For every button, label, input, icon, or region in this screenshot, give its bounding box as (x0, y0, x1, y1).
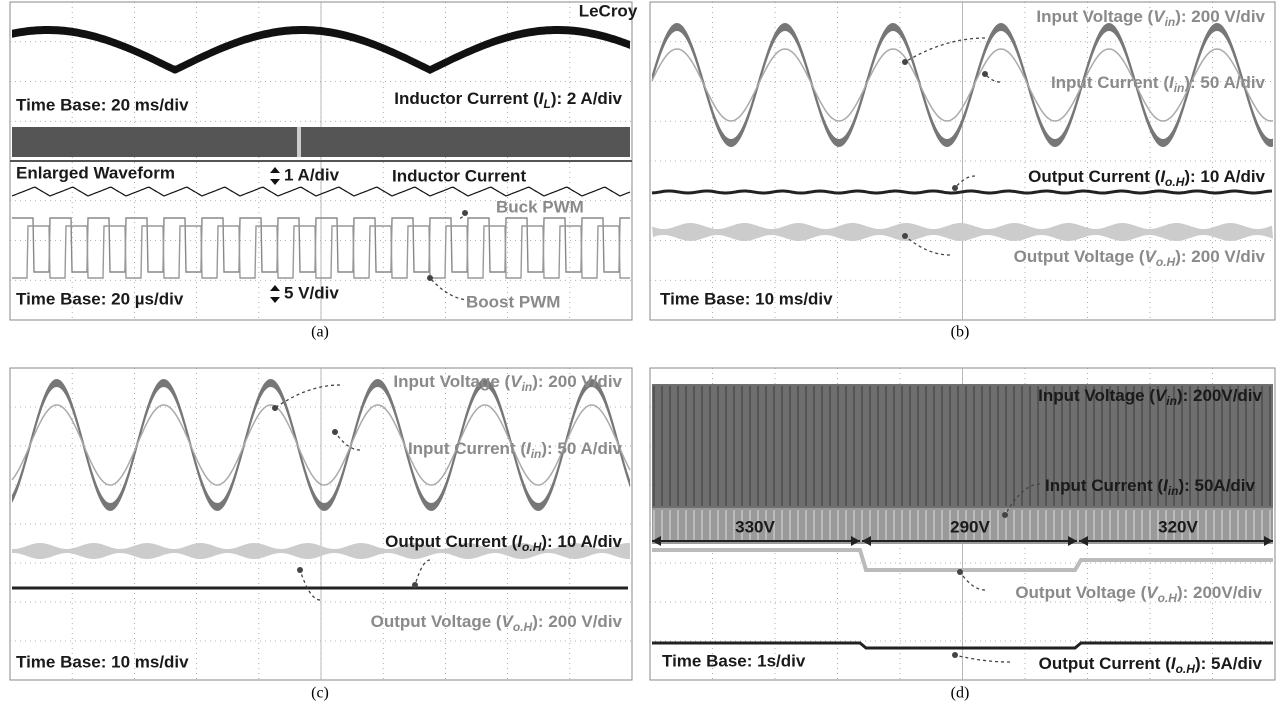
label-text: Output Current ( (1039, 654, 1172, 673)
waveform-label: Output Voltage (Vo.H): 200V/div (1015, 583, 1262, 605)
label-text: Input Current ( (408, 439, 526, 458)
label-text: Input Voltage ( (1036, 7, 1153, 26)
label-text: ): 200V/div (1177, 386, 1263, 405)
pointer-tip (332, 429, 338, 435)
label-text: ): 200 V/div (1175, 7, 1265, 26)
label-text: Input Voltage ( (393, 372, 510, 391)
label-text: ): 5A/div (1195, 654, 1263, 673)
pointer-tip (957, 569, 963, 575)
label-subscript: o.H (522, 540, 542, 554)
waveform-label: 5 V/div (284, 283, 339, 302)
label-text: Inductor Current ( (394, 89, 539, 108)
label-text: Input Current ( (1051, 73, 1169, 92)
label-text: Output Voltage ( (1015, 583, 1146, 602)
waveform-label: Input Voltage (Vin): 200 V/div (393, 372, 622, 394)
waveform-label: 1 A/div (284, 165, 340, 184)
waveform-label: Output Voltage (Vo.H): 200 V/div (371, 612, 623, 634)
label-text: ): 200V/div (1177, 583, 1263, 602)
waveform-label: Input Current (Iin): 50 A/div (1051, 73, 1266, 95)
waveform-label: 320V (1158, 517, 1198, 536)
label-text: Output Current ( (385, 532, 518, 551)
label-text: Output Current ( (1028, 167, 1161, 186)
label-subscript: o.H (1176, 662, 1196, 676)
waveform-label: Time Base: 20 ms/div (16, 95, 189, 114)
gate-bar (12, 127, 630, 157)
waveform-label: Time Base: 10 ms/div (660, 289, 833, 308)
waveform-label: Input Voltage (Vin): 200V/div (1038, 386, 1262, 408)
label-text: ): 10 A/div (541, 532, 622, 551)
label-subscript: o.H (513, 620, 533, 634)
waveform-label: Output Current (Io.H): 10 A/div (385, 532, 622, 554)
label-text: ): 10 A/div (1184, 167, 1265, 186)
waveform-label: Input Voltage (Vin): 200 V/div (1036, 7, 1265, 29)
label-text: ): 50 A/div (1184, 73, 1265, 92)
pointer-tip (952, 652, 958, 658)
pointer-tip (1002, 512, 1008, 518)
output-voltage (652, 223, 1273, 241)
waveform-label: Inductor Current (392, 166, 526, 185)
waveform-label: 330V (735, 517, 775, 536)
waveform-label: Boost PWM (466, 292, 560, 311)
waveform-label: Input Current (Iin): 50 A/div (408, 439, 623, 461)
label-subscript: o.H (1158, 591, 1178, 605)
label-text: ): 200 V/div (532, 612, 622, 631)
panel-caption: (d) (951, 685, 970, 702)
label-subscript: in (1174, 81, 1185, 95)
pointer-tip (297, 567, 303, 573)
waveform-label: Enlarged Waveform (16, 163, 175, 182)
label-text: ): 50 A/div (541, 439, 622, 458)
waveform-label: Time Base: 10 ms/div (16, 652, 189, 671)
figure: (a) LeCroy Time Base: 20 ms/div Inductor Cu… (0, 0, 1280, 711)
label-subscript: in (1166, 394, 1177, 408)
label-text: Output Voltage ( (371, 612, 502, 631)
pointer-tip (427, 275, 433, 281)
pointer-tip (902, 59, 908, 65)
waveform-label: Time Base: 20 µs/div (16, 289, 184, 308)
panel-caption: (c) (311, 685, 329, 702)
label-text: Input Current ( (1045, 476, 1163, 495)
label-text: Output Voltage ( (1014, 247, 1145, 266)
panel-caption: (a) (311, 324, 329, 341)
waveform-label: Inductor Current (IL): 2 A/div (394, 89, 622, 111)
pointer-tip (952, 185, 958, 191)
pointer-tip (272, 405, 278, 411)
pointer-tip (982, 71, 988, 77)
waveform-label: Buck PWM (496, 197, 584, 216)
label-subscript: o.H (1156, 255, 1176, 269)
label-subscript: in (1165, 15, 1176, 29)
label-subscript: L (544, 97, 551, 111)
label-text: ): 200 V/div (532, 372, 622, 391)
label-subscript: in (531, 447, 542, 461)
waveform-label: Input Current (Iin): 50A/div (1045, 476, 1256, 498)
label-subscript: in (1168, 484, 1179, 498)
waveform-label: Output Voltage (Vo.H): 200 V/div (1014, 247, 1266, 269)
label-text: Input Voltage ( (1038, 386, 1155, 405)
label-text: ): 200 V/div (1175, 247, 1265, 266)
panel-caption: (b) (951, 324, 970, 341)
waveform-label: 290V (950, 517, 990, 536)
gate-gap (297, 127, 301, 157)
waveform-label: LeCroy (579, 1, 638, 20)
waveform-label: Time Base: 1s/div (662, 651, 806, 670)
label-subscript: in (522, 380, 533, 394)
waveform-label: Output Current (Io.H): 5A/div (1039, 654, 1263, 676)
pointer-tip (902, 233, 908, 239)
label-text: ): 2 A/div (551, 89, 623, 108)
pointer-tip (462, 210, 468, 216)
label-subscript: o.H (1165, 175, 1185, 189)
pointer-tip (412, 582, 418, 588)
waveform-label: Output Current (Io.H): 10 A/div (1028, 167, 1265, 189)
label-text: ): 50A/div (1178, 476, 1255, 495)
